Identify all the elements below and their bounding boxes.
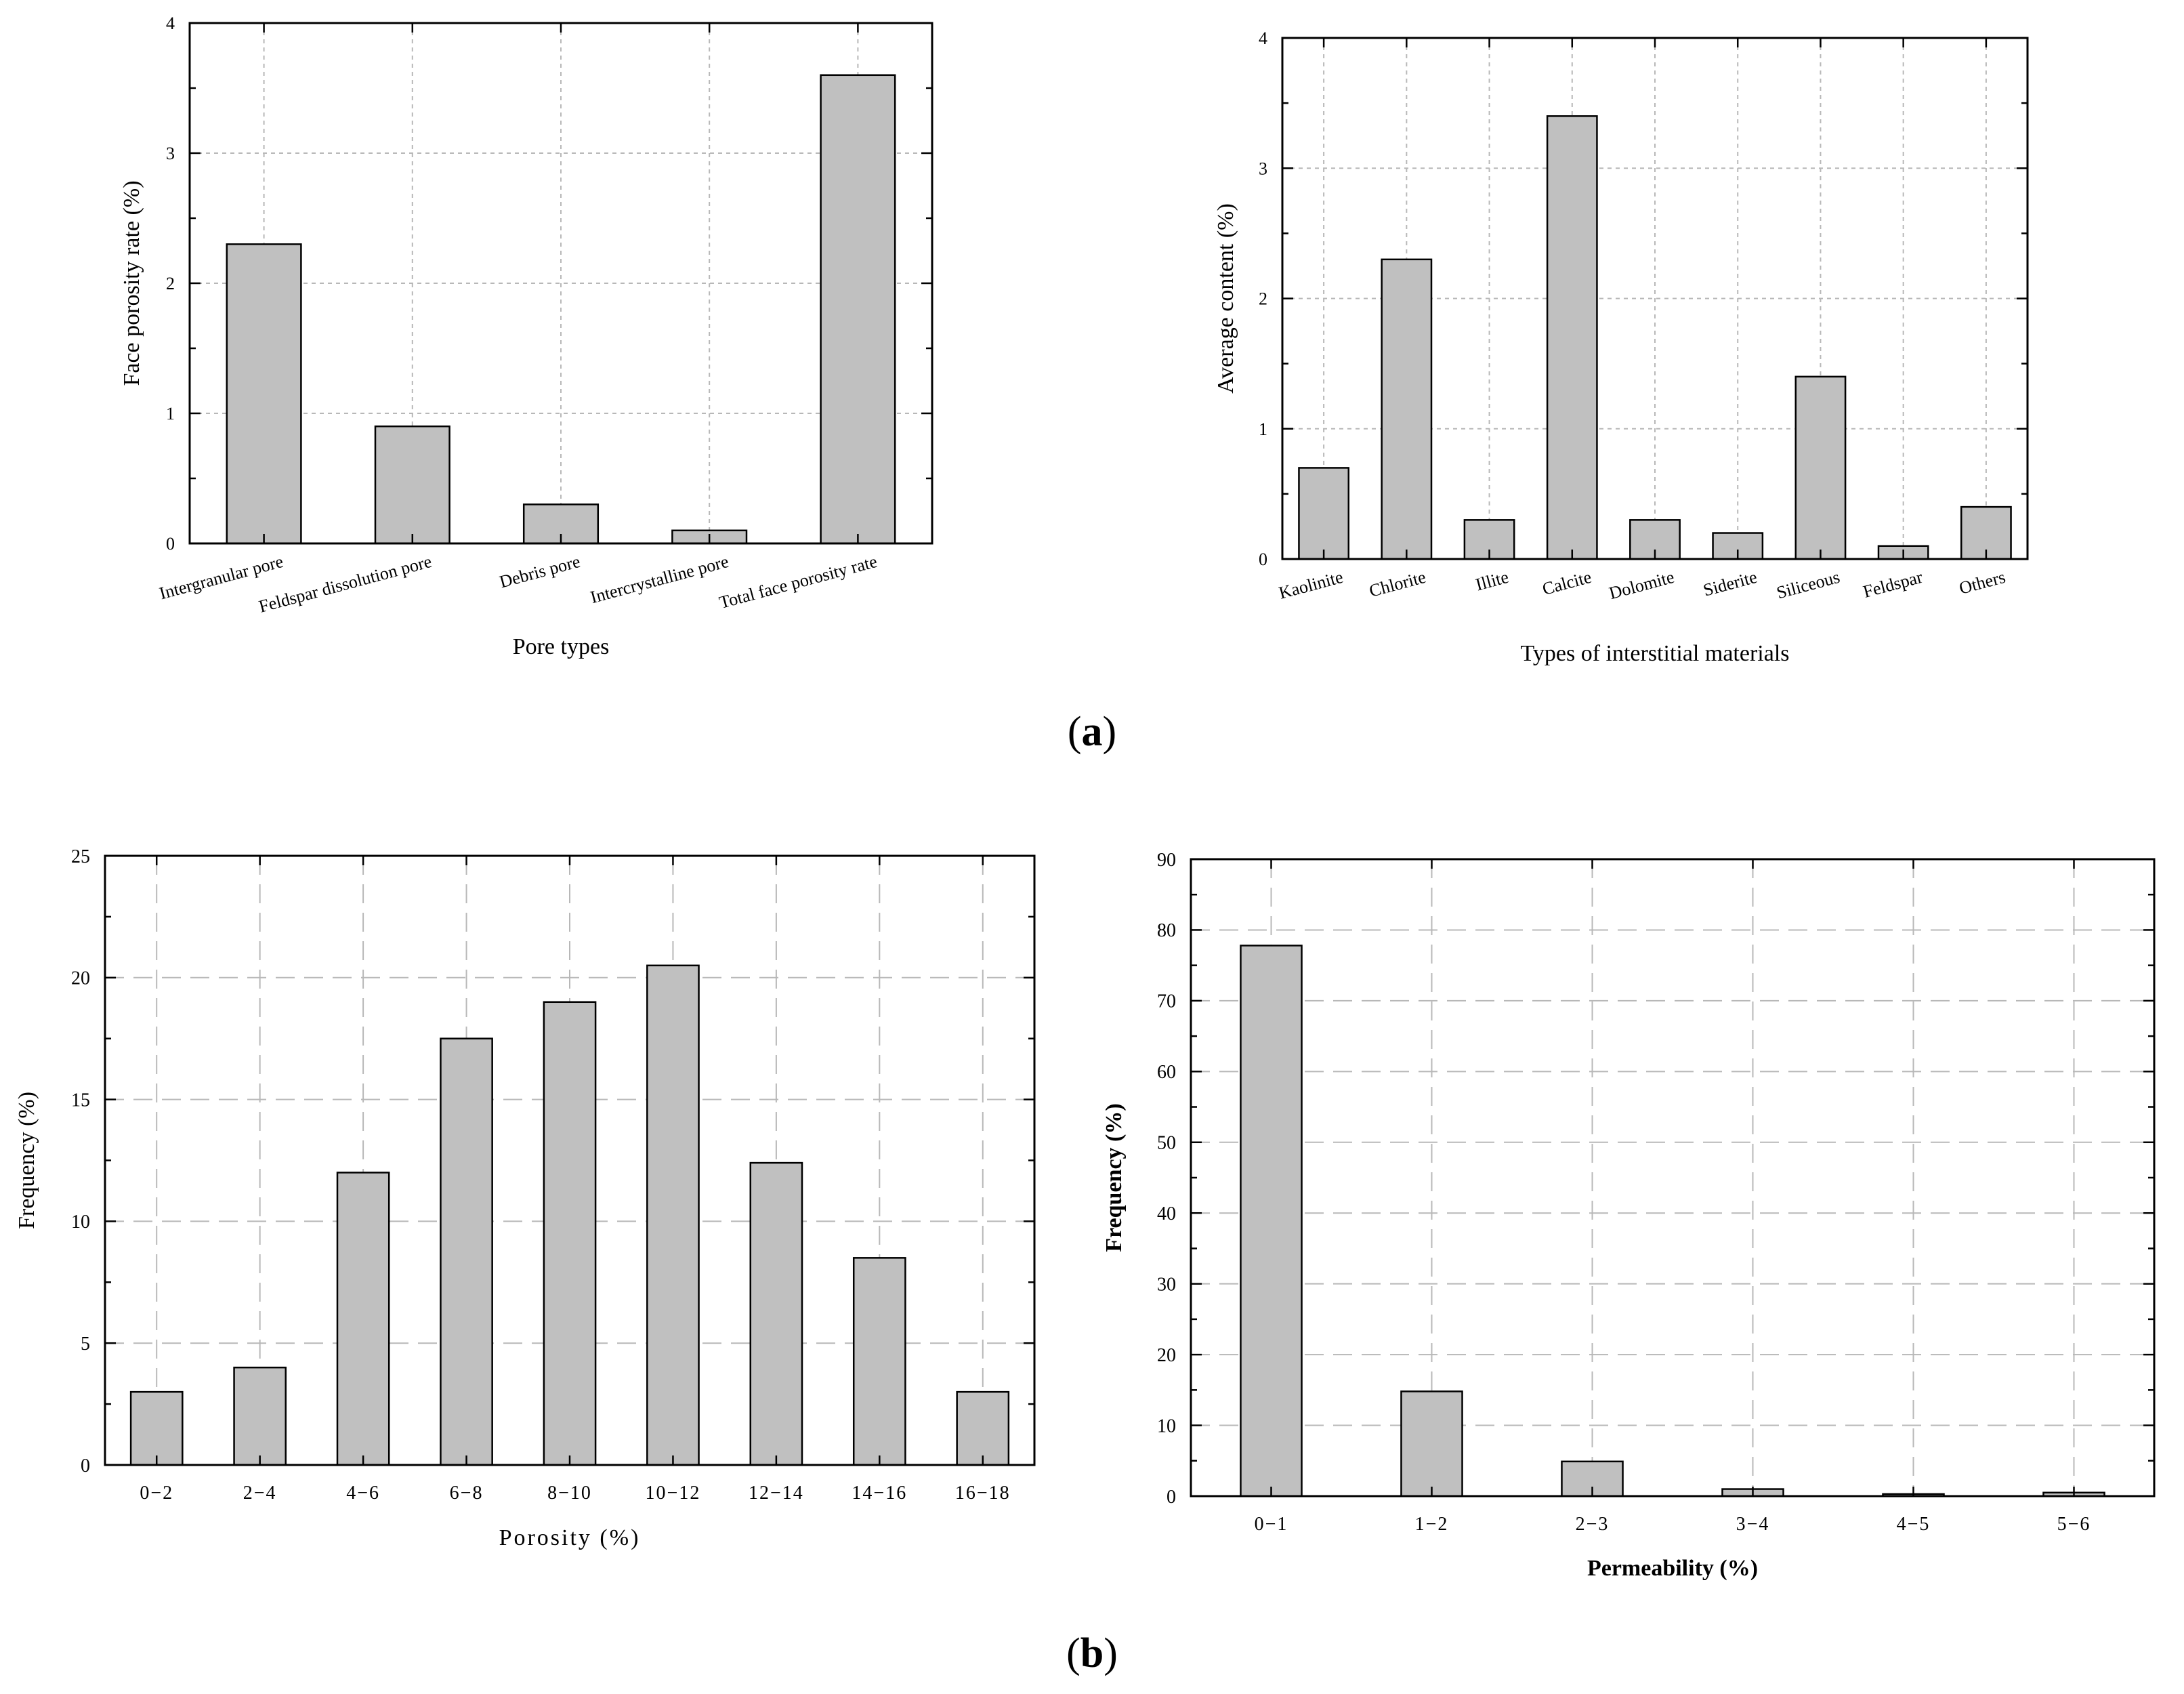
bar [440, 1037, 493, 1466]
x-tick-label: 3−4 [1736, 1514, 1770, 1535]
y-tick-label: 20 [71, 968, 90, 989]
x-tick-label: Kaolinite [1277, 567, 1345, 603]
panel-label-b-letter: b [1080, 1630, 1104, 1676]
y-tick-label: 3 [166, 144, 175, 163]
x-tick-label: 12−14 [749, 1483, 804, 1504]
y-tick-label: 4 [1259, 28, 1267, 48]
x-tick-label: 8−10 [547, 1483, 592, 1504]
x-tick-label: Calcite [1540, 567, 1594, 599]
y-tick-label: 0 [166, 534, 175, 554]
bar [336, 1172, 390, 1466]
bar [233, 1366, 287, 1466]
bar [1794, 375, 1847, 560]
x-tick-label: Debris pore [497, 552, 582, 592]
y-tick-label: 2 [1259, 289, 1267, 309]
x-tick-label: 0−1 [1255, 1514, 1288, 1535]
x-tick-label: Siderite [1701, 567, 1759, 600]
bar [226, 243, 302, 545]
x-axis-label: Types of interstitial materials [1520, 641, 1789, 666]
x-tick-label: Feldspar dissolution pore [257, 552, 434, 617]
x-tick-label: 1−2 [1415, 1514, 1449, 1535]
y-tick-label: 30 [1157, 1274, 1176, 1295]
chart-porosity: 0 5 10 15 20 25 0−2 2−4 4−6 6−8 8−10 10−12 12−14 14−1… [14, 846, 1036, 1550]
bar [1240, 945, 1303, 1497]
y-tick-label: 20 [1157, 1345, 1176, 1366]
panel-label-a-letter: a [1081, 709, 1103, 755]
y-tick-label: 2 [166, 274, 175, 293]
chart-interstitial: 0 1 2 3 4 Kaolinite Chlorite Illite Calcite Dolom… [1213, 28, 2029, 666]
bar [749, 1161, 803, 1466]
y-axis-label: Face porosity rate (%) [119, 180, 144, 386]
x-tick-label: 10−12 [646, 1483, 701, 1504]
x-tick-label: 2−4 [243, 1483, 277, 1504]
x-tick-label: Total face porosity rate [717, 552, 879, 613]
panel-label-b: (b) [1066, 1630, 1118, 1676]
y-tick-label: 40 [1157, 1203, 1176, 1224]
panel-label-a: (a) [1067, 709, 1117, 755]
x-tick-label: Dolomite [1607, 567, 1676, 603]
chart-permeability: 0 10 20 30 40 50 60 70 80 90 0−1 1−2 2−3 3−4 4−5 5−6 Per… [1101, 850, 2156, 1581]
y-tick-label: 10 [71, 1212, 90, 1233]
y-tick-label: 0 [1259, 550, 1267, 569]
x-tick-label: 16−18 [955, 1483, 1011, 1504]
x-tick-label: 2−3 [1576, 1514, 1610, 1535]
bar [374, 425, 450, 545]
x-tick-label: Illite [1473, 567, 1511, 595]
bar [1400, 1390, 1463, 1497]
y-tick-label: 0 [1167, 1487, 1176, 1508]
bar [852, 1257, 906, 1466]
y-axis-label: Frequency (%) [14, 1092, 39, 1229]
y-tick-label: 90 [1157, 850, 1176, 871]
plot-frame [1190, 858, 2156, 1497]
x-tick-label: 6−8 [450, 1483, 484, 1504]
y-tick-label: 3 [1259, 159, 1267, 178]
bar [1298, 467, 1350, 560]
x-tick-label: 5−6 [2057, 1514, 2091, 1535]
y-tick-label: 10 [1157, 1416, 1176, 1437]
y-tick-label: 60 [1157, 1062, 1176, 1083]
x-axis-label: Permeability (%) [1587, 1556, 1758, 1581]
y-tick-label: 15 [71, 1090, 90, 1111]
y-tick-label: 80 [1157, 920, 1176, 941]
x-tick-label: Siliceous [1774, 567, 1842, 603]
bar [543, 1001, 597, 1466]
y-tick-label: 25 [71, 846, 90, 867]
y-tick-label: 5 [81, 1334, 90, 1355]
y-tick-label: 50 [1157, 1133, 1176, 1154]
y-axis-label: Average content (%) [1213, 203, 1238, 394]
bar [820, 74, 896, 545]
x-tick-label: Others [1957, 567, 2007, 598]
y-axis-label: Frequency (%) [1101, 1103, 1127, 1252]
x-axis-label: Pore types [513, 634, 610, 659]
x-axis-label: Porosity (%) [499, 1525, 641, 1550]
bar [1546, 115, 1598, 560]
bar [646, 964, 700, 1466]
bar [129, 1390, 184, 1466]
bar [956, 1390, 1010, 1466]
y-tick-label: 0 [81, 1455, 90, 1476]
x-tick-label: 0−2 [140, 1483, 173, 1504]
x-tick-label: Chlorite [1367, 567, 1428, 601]
y-tick-label: 70 [1157, 991, 1176, 1012]
x-tick-label: 4−6 [346, 1483, 380, 1504]
bar [1381, 258, 1433, 560]
x-tick-label: Feldspar [1861, 567, 1925, 602]
y-tick-label: 4 [166, 14, 175, 33]
x-tick-label: 14−16 [852, 1483, 907, 1504]
y-tick-label: 1 [1259, 419, 1267, 439]
x-tick-label: 4−5 [1897, 1514, 1931, 1535]
y-tick-label: 1 [166, 404, 175, 424]
x-tick-label: Intercrystalline pore [588, 552, 730, 607]
